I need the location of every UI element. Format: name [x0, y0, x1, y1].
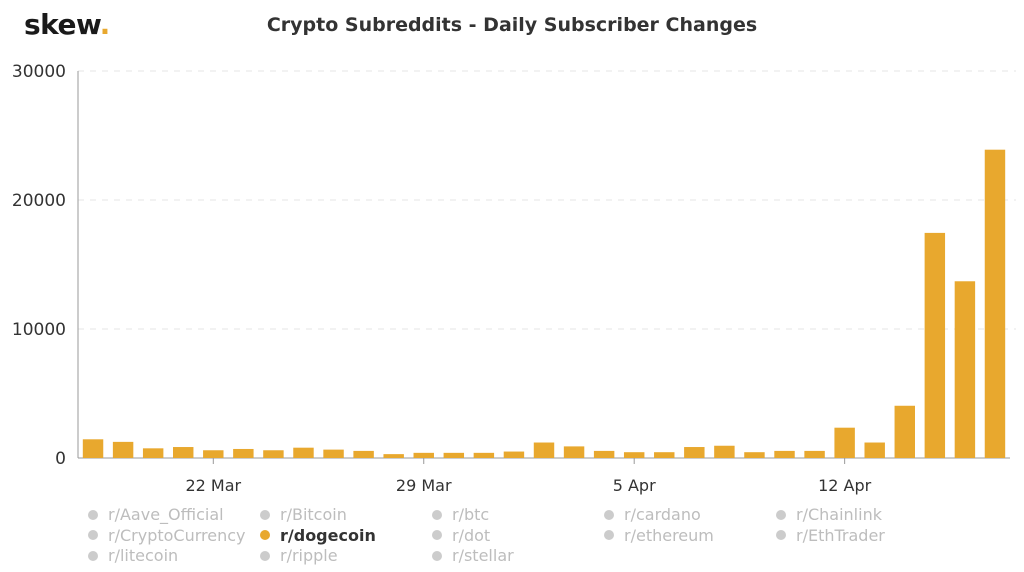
bar: [593, 450, 615, 458]
legend-dot-icon: [88, 509, 98, 520]
bar: [503, 451, 525, 458]
legend-label: r/btc: [452, 505, 490, 524]
legend-dot-icon: [432, 550, 442, 561]
bar: [623, 452, 645, 458]
bar: [173, 447, 194, 458]
legend-label: r/ethereum: [624, 525, 714, 545]
bar: [654, 452, 675, 458]
legend-item[interactable]: r/btc: [432, 505, 489, 524]
bar: [82, 439, 104, 458]
legend-dot-icon: [604, 509, 614, 520]
y-tick-label: 20000: [12, 191, 66, 211]
bar: [834, 427, 855, 458]
legend-dot-icon: [432, 509, 442, 520]
legend-item[interactable]: r/Chainlink: [776, 505, 882, 524]
legend-dot-icon: [432, 530, 442, 540]
bar: [984, 149, 1006, 458]
legend-item[interactable]: r/dot: [432, 526, 490, 545]
legend-label: r/litecoin: [108, 546, 179, 565]
legend-label: r/dot: [452, 525, 491, 545]
bar: [233, 448, 254, 458]
bar: [774, 450, 795, 458]
legend-dot-icon: [260, 530, 270, 540]
bar: [864, 442, 885, 458]
legend-item[interactable]: r/Bitcoin: [260, 505, 347, 524]
bar: [142, 448, 164, 458]
legend-item[interactable]: r/ethereum: [604, 526, 714, 545]
y-tick-label: 0: [55, 449, 66, 469]
bar: [473, 452, 495, 458]
legend-label: r/CryptoCurrency: [108, 525, 246, 545]
legend-label: r/Aave_Official: [108, 505, 224, 524]
bar: [293, 447, 314, 458]
legend-item[interactable]: r/EthTrader: [776, 526, 885, 545]
legend-item[interactable]: r/CryptoCurrency: [88, 526, 246, 545]
legend-dot-icon: [776, 530, 786, 540]
bar: [323, 449, 344, 458]
legend-item[interactable]: r/litecoin: [88, 546, 178, 565]
chart-title: Crypto Subreddits - Daily Subscriber Cha…: [266, 14, 758, 36]
bar: [684, 447, 705, 458]
x-tick-label: 29 Mar: [396, 476, 452, 495]
legend-dot-icon: [88, 530, 98, 540]
legend-item[interactable]: r/dogecoin: [260, 526, 376, 545]
legend-item[interactable]: r/Aave_Official: [88, 505, 224, 524]
legend-item[interactable]: r/ripple: [260, 546, 338, 565]
bar: [563, 446, 585, 458]
legend-dot-icon: [260, 550, 270, 561]
legend-label: r/ripple: [280, 546, 338, 565]
x-tick-label: 5 Apr: [613, 476, 656, 495]
bar: [353, 450, 374, 458]
bar: [383, 454, 404, 458]
legend-label: r/dogecoin: [280, 525, 376, 545]
legend-item[interactable]: r/cardano: [604, 505, 701, 524]
y-tick-label: 30000: [12, 62, 66, 82]
legend-dot-icon: [776, 509, 786, 520]
x-tick-label: 22 Mar: [185, 476, 241, 495]
bar: [443, 452, 465, 458]
x-tick-label: 12 Apr: [818, 476, 872, 495]
bar: [112, 441, 134, 458]
bar: [533, 442, 555, 458]
bar: [924, 232, 946, 458]
y-tick-label: 10000: [12, 320, 66, 340]
bar: [894, 405, 915, 458]
bar: [954, 281, 976, 458]
bar: [714, 445, 735, 458]
bar: [804, 450, 825, 458]
legend-label: r/stellar: [452, 546, 514, 565]
legend-label: r/EthTrader: [796, 525, 885, 545]
legend-label: r/Chainlink: [796, 505, 882, 524]
bar: [263, 450, 284, 458]
bar: [203, 450, 224, 458]
skew-logo: skew.: [24, 8, 110, 41]
legend-dot-icon: [260, 509, 270, 520]
legend-dot-icon: [604, 530, 614, 540]
legend-item[interactable]: r/stellar: [432, 546, 514, 565]
bar: [744, 452, 765, 458]
legend-label: r/cardano: [624, 505, 701, 524]
bar-chart: 0 10000 20000 30000 22 Mar 29 Mar 5 Apr 12 Apr: [12, 62, 1016, 495]
legend-dot-icon: [88, 550, 98, 561]
bar: [413, 452, 434, 458]
legend-label: r/Bitcoin: [280, 505, 347, 524]
